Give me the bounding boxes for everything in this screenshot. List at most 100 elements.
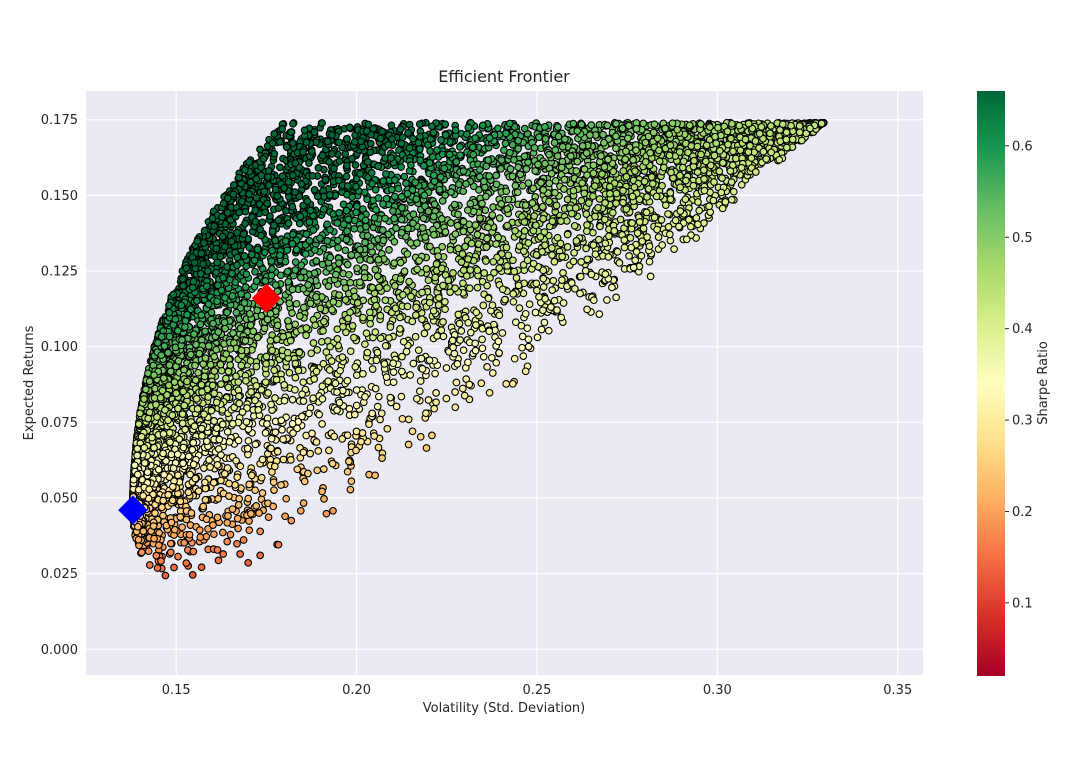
- portfolio-point: [298, 390, 306, 399]
- portfolio-point: [180, 538, 189, 547]
- portfolio-point: [488, 211, 497, 219]
- portfolio-point: [383, 424, 392, 433]
- portfolio-point: [314, 447, 323, 455]
- portfolio-point: [245, 526, 254, 535]
- portfolio-point: [302, 331, 310, 340]
- portfolio-point: [291, 266, 300, 274]
- portfolio-point: [695, 206, 704, 215]
- portfolio-point: [514, 144, 522, 153]
- portfolio-point: [291, 385, 299, 394]
- portfolio-point: [371, 265, 380, 274]
- portfolio-point: [441, 297, 449, 306]
- portfolio-point: [381, 341, 390, 350]
- portfolio-point: [174, 471, 182, 480]
- portfolio-point: [166, 548, 175, 557]
- portfolio-point: [154, 541, 163, 550]
- portfolio-point: [371, 471, 379, 480]
- portfolio-point: [477, 379, 486, 388]
- portfolio-point: [558, 252, 567, 261]
- portfolio-point: [608, 283, 616, 292]
- portfolio-point: [582, 244, 590, 253]
- portfolio-point: [313, 346, 322, 354]
- portfolio-point: [145, 561, 154, 569]
- portfolio-point: [459, 346, 468, 355]
- portfolio-point: [645, 242, 654, 251]
- portfolio-point: [363, 195, 371, 204]
- portfolio-point: [404, 415, 413, 424]
- portfolio-point: [521, 367, 530, 376]
- portfolio-point: [451, 403, 460, 412]
- portfolio-point: [318, 420, 326, 428]
- portfolio-point: [424, 396, 433, 404]
- portfolio-point: [260, 324, 269, 333]
- portfolio-point: [694, 198, 702, 206]
- portfolio-point: [515, 304, 524, 312]
- portfolio-point: [366, 139, 375, 148]
- portfolio-point: [234, 524, 242, 533]
- portfolio-point: [439, 318, 447, 326]
- portfolio-point: [374, 392, 383, 401]
- portfolio-point: [664, 223, 673, 231]
- portfolio-point: [352, 401, 361, 410]
- portfolio-point: [359, 313, 367, 322]
- portfolio-point: [376, 415, 384, 424]
- portfolio-point: [431, 369, 439, 378]
- portfolio-point: [305, 409, 313, 418]
- portfolio-point: [285, 368, 294, 377]
- portfolio-point: [407, 292, 415, 301]
- portfolio-point: [625, 252, 633, 260]
- portfolio-point: [241, 283, 250, 291]
- portfolio-point: [380, 360, 389, 368]
- portfolio-point: [256, 527, 265, 536]
- portfolio-point: [274, 540, 283, 549]
- portfolio-point: [242, 376, 250, 385]
- portfolio-point: [563, 243, 572, 251]
- portfolio-point: [539, 274, 548, 283]
- portfolio-point: [645, 257, 654, 266]
- portfolio-point: [404, 440, 413, 449]
- portfolio-point: [346, 485, 355, 494]
- portfolio-point: [559, 269, 567, 277]
- portfolio-point: [612, 293, 620, 302]
- portfolio-point: [550, 257, 559, 266]
- portfolio-point: [512, 274, 521, 282]
- portfolio-point: [539, 266, 548, 275]
- portfolio-point: [373, 402, 382, 411]
- portfolio-point: [581, 266, 590, 275]
- portfolio-point: [205, 456, 213, 464]
- portfolio-point: [615, 259, 624, 267]
- portfolio-point: [438, 197, 447, 205]
- portfolio-point: [252, 362, 261, 371]
- portfolio-point: [414, 346, 423, 355]
- portfolio-point: [457, 327, 466, 335]
- portfolio-point: [222, 374, 230, 383]
- portfolio-point: [223, 427, 232, 436]
- portfolio-point: [346, 347, 355, 356]
- portfolio-point: [502, 243, 511, 252]
- portfolio-point: [419, 214, 428, 223]
- portfolio-point: [494, 233, 503, 242]
- portfolio-point: [378, 226, 387, 234]
- portfolio-point: [511, 181, 520, 190]
- portfolio-point: [441, 120, 450, 129]
- portfolio-point: [374, 162, 382, 171]
- portfolio-point: [394, 184, 403, 193]
- portfolio-point: [501, 139, 510, 148]
- portfolio-point: [233, 539, 241, 548]
- portfolio-point: [548, 244, 556, 252]
- portfolio-point: [223, 537, 232, 546]
- portfolio-point: [189, 547, 198, 556]
- portfolio-point: [549, 276, 558, 285]
- portfolio-point: [571, 284, 579, 293]
- portfolio-point: [670, 245, 678, 253]
- portfolio-point: [377, 409, 386, 418]
- portfolio-point: [188, 571, 197, 579]
- portfolio-point: [236, 550, 244, 558]
- portfolio-point: [631, 256, 640, 265]
- portfolio-point: [678, 163, 687, 172]
- portfolio-point: [459, 279, 467, 288]
- portfolio-point: [570, 248, 578, 257]
- portfolio-point: [387, 121, 396, 130]
- portfolio-point: [433, 332, 441, 340]
- portfolio-point: [339, 220, 348, 229]
